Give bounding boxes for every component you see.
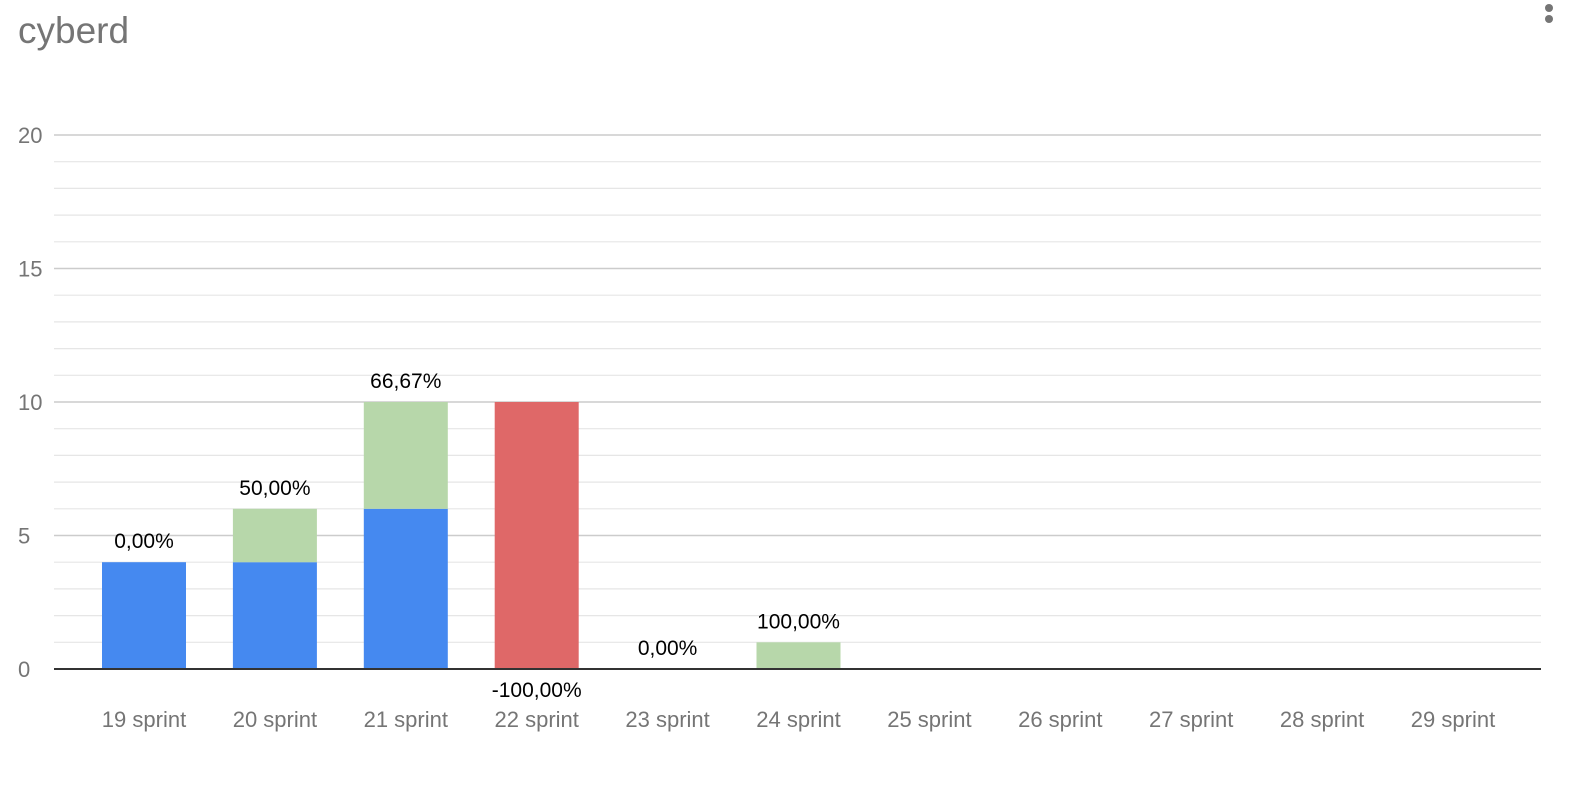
x-tick-label: 20 sprint xyxy=(233,707,317,732)
more-vert-icon-dot xyxy=(1545,15,1553,23)
bar-base[interactable] xyxy=(363,508,448,669)
data-label: -100,00% xyxy=(492,679,582,702)
x-tick-label: 22 sprint xyxy=(495,707,579,732)
y-tick-label: 0 xyxy=(18,657,30,682)
more-options-button[interactable] xyxy=(1538,0,1562,30)
bar-base[interactable] xyxy=(232,562,317,669)
chart-title: cyberd xyxy=(18,10,130,51)
bar-decrease[interactable] xyxy=(494,402,579,669)
data-label: 50,00% xyxy=(239,477,310,500)
y-tick-label: 5 xyxy=(18,524,30,549)
x-tick-label: 25 sprint xyxy=(887,707,971,732)
x-tick-label: 24 sprint xyxy=(756,707,840,732)
y-tick-label: 10 xyxy=(18,390,42,415)
x-tick-label: 28 sprint xyxy=(1280,707,1364,732)
data-label: 66,67% xyxy=(370,370,441,393)
x-tick-label: 26 sprint xyxy=(1018,707,1102,732)
data-label: 0,00% xyxy=(114,530,174,553)
bar-increase[interactable] xyxy=(232,508,317,563)
x-tick-label: 27 sprint xyxy=(1149,707,1233,732)
more-vert-icon xyxy=(1545,4,1553,12)
bar-increase[interactable] xyxy=(363,402,448,509)
x-tick-label: 19 sprint xyxy=(102,707,186,732)
bar-base[interactable] xyxy=(102,562,186,669)
x-tick-label: 29 sprint xyxy=(1411,707,1495,732)
x-tick-label: 21 sprint xyxy=(364,707,448,732)
data-label: 0,00% xyxy=(638,637,698,660)
y-tick-label: 15 xyxy=(18,257,42,282)
x-tick-label: 23 sprint xyxy=(625,707,709,732)
data-label: 100,00% xyxy=(757,610,840,633)
bar-increase[interactable] xyxy=(756,642,841,669)
y-tick-label: 20 xyxy=(18,123,42,148)
